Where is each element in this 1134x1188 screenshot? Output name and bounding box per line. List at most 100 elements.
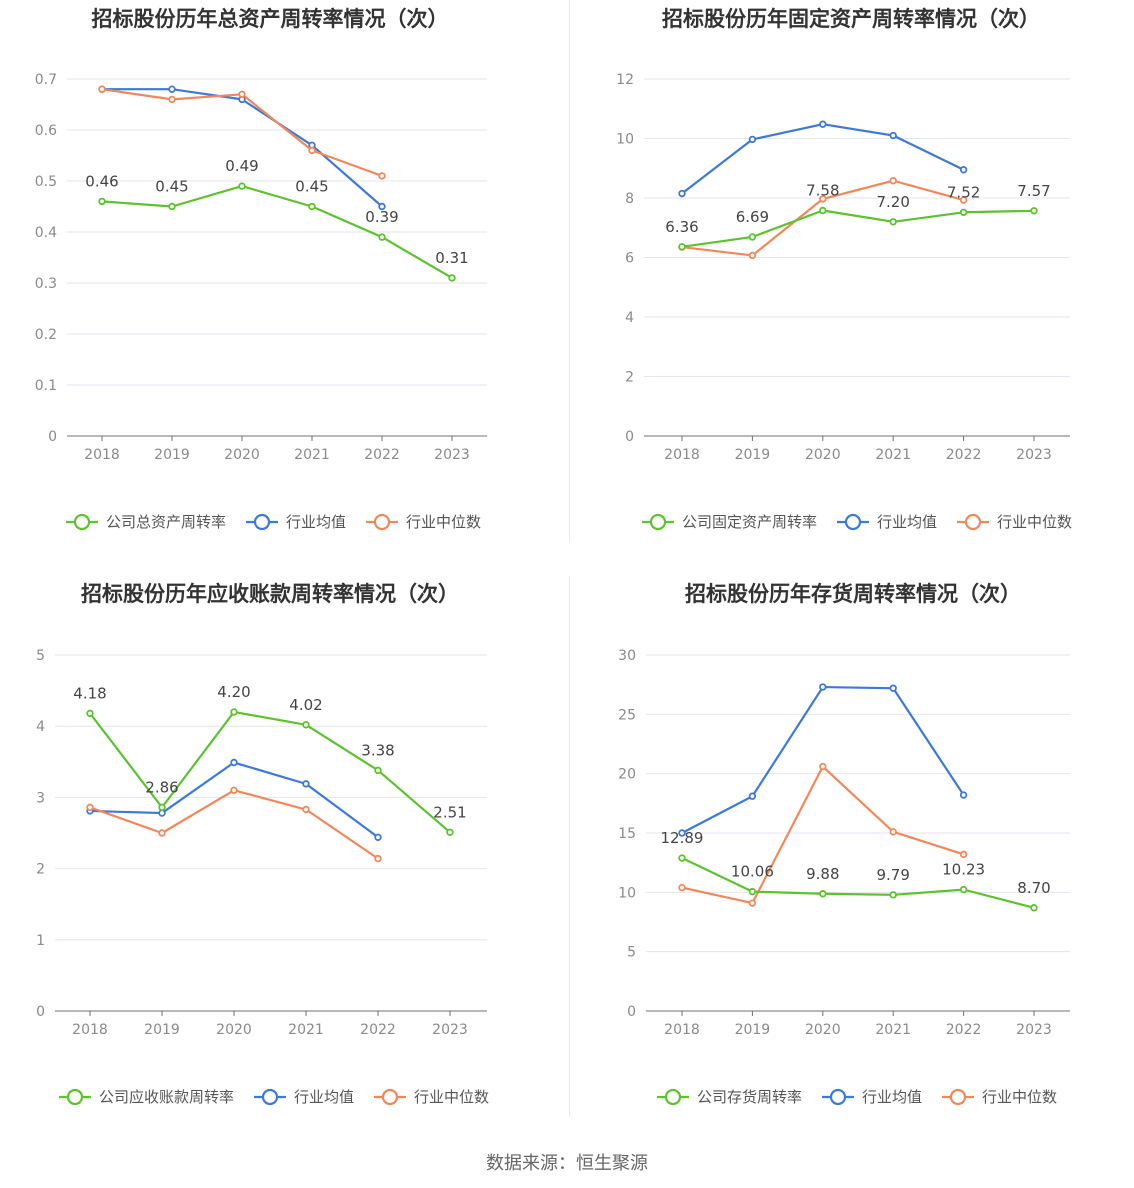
y-tick-label: 12 xyxy=(616,72,634,88)
data-point-median xyxy=(168,95,176,104)
data-point-company xyxy=(678,243,686,251)
x-tick-label: 2018 xyxy=(664,447,700,463)
series-line-median xyxy=(89,789,379,860)
data-label: 0.39 xyxy=(365,208,398,226)
legend-item-avg[interactable]: 行业均值 xyxy=(822,1088,922,1106)
x-tick-label: 2018 xyxy=(84,447,120,463)
x-tick-label: 2020 xyxy=(805,1022,841,1038)
legend-item-company[interactable]: 公司固定资产周转率 xyxy=(642,513,817,531)
legend-item-median[interactable]: 行业中位数 xyxy=(374,1088,489,1106)
data-point-avg xyxy=(678,189,686,198)
data-point-company xyxy=(308,202,316,211)
data-point-avg xyxy=(378,202,386,211)
data-point-company xyxy=(86,709,94,718)
legend-item-median[interactable]: 行业中位数 xyxy=(942,1088,1057,1106)
y-tick-label: 2 xyxy=(36,862,45,878)
data-label: 6.69 xyxy=(736,208,769,226)
data-point-median xyxy=(819,195,827,203)
legend-label: 行业中位数 xyxy=(997,513,1072,531)
data-point-company xyxy=(230,708,238,716)
x-tick-label: 2019 xyxy=(735,1022,771,1038)
chart-svg: 招标股份历年固定资产周转率情况（次） 0 2 4 6 8 10 12 2018 2019 2020 2… xyxy=(616,7,1072,531)
legend-marker-icon xyxy=(66,1088,84,1106)
x-tick-label: 2021 xyxy=(875,1022,911,1038)
legend-item-median[interactable]: 行业中位数 xyxy=(957,513,1072,531)
data-label: 4.02 xyxy=(289,696,322,714)
chart-title: 招标股份历年存货周转率情况（次） xyxy=(685,582,1021,606)
data-point-median xyxy=(98,85,106,93)
y-tick-label: 0 xyxy=(36,1004,45,1020)
data-point-avg xyxy=(889,131,897,140)
legend-marker-icon xyxy=(73,513,91,531)
x-tick-label: 2023 xyxy=(1016,1022,1052,1038)
data-point-company xyxy=(959,208,968,216)
data-label: 7.57 xyxy=(1017,182,1050,200)
data-source-label: 数据来源：恒生聚源 xyxy=(486,1153,648,1174)
chart-inventory-turnover: 招标股份历年存货周转率情况（次） 0 5 10 15 20 25 30 2018 2019 2020… xyxy=(567,575,1134,1150)
legend-item-company[interactable]: 公司存货周转率 xyxy=(657,1088,802,1106)
series-line-avg xyxy=(681,685,965,834)
legend-item-avg[interactable]: 行业均值 xyxy=(246,513,346,531)
data-label: 10.23 xyxy=(942,861,985,879)
data-label: 0.45 xyxy=(155,178,188,196)
data-label: 0.46 xyxy=(85,172,118,190)
chart-svg: 招标股份历年应收账款周转率情况（次） 0 1 2 3 4 5 2018 2019 2020 2021… xyxy=(36,582,489,1106)
data-point-median xyxy=(959,850,968,859)
legend-marker-icon xyxy=(373,513,391,531)
data-point-median xyxy=(302,805,310,814)
legend-label: 行业中位数 xyxy=(406,513,481,531)
legend-item-company[interactable]: 公司应收账款周转率 xyxy=(59,1088,234,1106)
y-tick-label: 0 xyxy=(625,429,634,445)
y-tick-label: 0.2 xyxy=(35,327,57,343)
data-point-company xyxy=(959,885,968,894)
chart-total-asset-turnover: 招标股份历年总资产周转率情况（次） 0 0.1 0.2 0.3 0.4 0.5 0.6 0.7 2… xyxy=(0,0,567,575)
x-tick-label: 2023 xyxy=(434,447,470,463)
data-point-median xyxy=(158,829,166,837)
legend-marker-icon xyxy=(964,513,982,531)
data-label: 6.36 xyxy=(665,218,698,236)
data-point-median xyxy=(230,786,238,794)
y-tick-label: 8 xyxy=(625,191,634,207)
legend-item-avg[interactable]: 行业均值 xyxy=(254,1088,354,1106)
data-label: 10.06 xyxy=(731,863,774,881)
x-tick-label: 2018 xyxy=(664,1022,700,1038)
legend-marker-icon xyxy=(829,1088,847,1106)
legend-item-median[interactable]: 行业中位数 xyxy=(366,513,481,531)
legend-label: 公司固定资产周转率 xyxy=(682,513,817,531)
legend-marker-icon xyxy=(381,1088,399,1106)
x-tick-label: 2019 xyxy=(144,1022,180,1038)
x-tick-label: 2022 xyxy=(364,447,400,463)
data-point-avg xyxy=(168,85,176,93)
data-point-company xyxy=(1030,904,1038,912)
data-point-company xyxy=(678,854,686,862)
y-tick-label: 0.1 xyxy=(35,378,57,394)
x-tick-label: 2020 xyxy=(224,447,260,463)
data-point-avg xyxy=(819,120,827,128)
x-tick-label: 2022 xyxy=(360,1022,396,1038)
y-tick-label: 0 xyxy=(627,1004,636,1020)
data-point-avg xyxy=(748,792,757,800)
y-tick-label: 0 xyxy=(48,429,57,445)
chart-title: 招标股份历年固定资产周转率情况（次） xyxy=(662,7,1040,31)
legend-marker-icon xyxy=(261,1088,279,1106)
data-label: 2.86 xyxy=(145,778,178,796)
data-label: 9.88 xyxy=(806,865,839,883)
y-tick-label: 1 xyxy=(36,933,45,949)
legend-marker-icon xyxy=(253,513,271,531)
legend-item-avg[interactable]: 行业均值 xyxy=(837,513,937,531)
data-point-median xyxy=(374,854,382,863)
data-point-avg xyxy=(819,683,827,691)
data-point-avg xyxy=(374,833,382,841)
chart-title: 招标股份历年应收账款周转率情况（次） xyxy=(81,582,459,606)
data-point-company xyxy=(98,197,106,206)
y-tick-label: 0.7 xyxy=(35,72,57,88)
series-line-company xyxy=(89,710,451,834)
legend-label: 公司应收账款周转率 xyxy=(99,1088,234,1106)
data-point-median xyxy=(378,172,386,180)
data-point-avg xyxy=(959,791,968,799)
y-tick-label: 20 xyxy=(618,767,636,783)
legend-item-company[interactable]: 公司总资产周转率 xyxy=(66,513,226,531)
x-tick-label: 2020 xyxy=(805,447,841,463)
data-point-company xyxy=(238,182,246,190)
y-tick-label: 0.4 xyxy=(35,225,57,241)
